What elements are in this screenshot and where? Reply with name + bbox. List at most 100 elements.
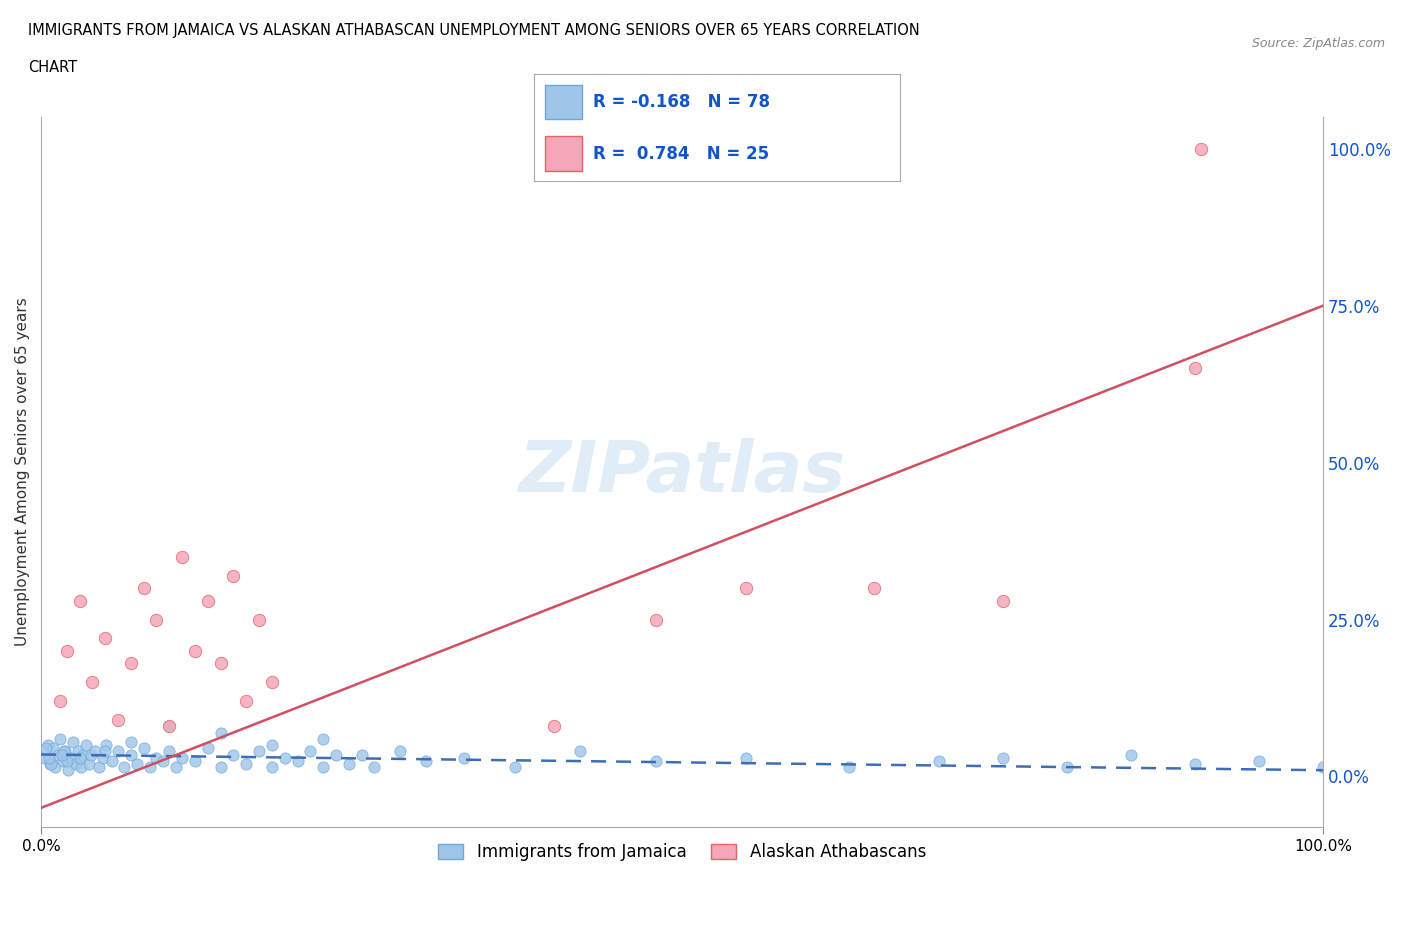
Point [209,656,232,671]
Point [1119,747,1142,762]
Point [44,760,66,775]
Point [260,760,283,775]
Point [363,760,385,775]
Point [247,744,270,759]
Text: ZIPatlas: ZIPatlas [519,437,846,507]
Point [645,612,668,627]
Point [209,760,232,775]
Point [1056,760,1078,775]
Point [55,644,77,658]
Point [94,744,117,759]
Point [49,731,72,746]
Point [568,744,591,759]
Point [543,719,565,734]
Point [260,737,283,752]
Point [645,753,668,768]
Point [49,694,72,709]
Point [87,760,110,775]
Point [209,725,232,740]
FancyBboxPatch shape [546,86,582,119]
Point [312,760,335,775]
Point [107,744,129,759]
Point [184,753,207,768]
Point [77,756,100,771]
Point [46,747,69,762]
Point [1189,141,1212,156]
Point [100,753,122,768]
Point [96,737,118,752]
Point [69,593,91,608]
Point [991,751,1014,765]
Point [38,751,60,765]
Point [53,744,76,759]
Point [838,760,860,775]
Point [172,550,194,565]
Point [41,756,63,771]
Point [114,760,136,775]
Point [120,735,142,750]
Point [247,612,270,627]
Point [735,751,758,765]
Point [197,741,219,756]
Point [505,760,527,775]
Point [928,753,950,768]
Point [67,744,90,759]
Point [453,751,475,765]
Point [41,741,63,756]
Point [1247,753,1270,768]
Point [172,751,194,765]
Text: Source: ZipAtlas.com: Source: ZipAtlas.com [1251,37,1385,50]
Point [69,751,91,765]
Point [222,747,245,762]
Point [165,760,187,775]
Point [91,751,114,765]
Point [157,744,180,759]
Text: IMMIGRANTS FROM JAMAICA VS ALASKAN ATHABASCAN UNEMPLOYMENT AMONG SENIORS OVER 65: IMMIGRANTS FROM JAMAICA VS ALASKAN ATHAB… [28,23,920,38]
Point [863,580,886,595]
Point [145,612,167,627]
Point [415,753,437,768]
Point [222,568,245,583]
Point [157,719,180,734]
Point [80,747,103,762]
Point [34,751,56,765]
Point [991,593,1014,608]
Point [107,712,129,727]
Point [120,747,142,762]
Point [735,580,758,595]
Point [184,644,207,658]
Text: R =  0.784   N = 25: R = 0.784 N = 25 [593,144,769,163]
Point [62,735,84,750]
Point [72,747,94,762]
Point [235,694,257,709]
Point [52,753,75,768]
Point [337,756,360,771]
Point [1184,756,1206,771]
Y-axis label: Unemployment Among Seniors over 65 years: Unemployment Among Seniors over 65 years [15,298,30,646]
Point [157,719,180,734]
Point [273,751,295,765]
Point [389,744,412,759]
Point [1312,760,1334,775]
Point [197,593,219,608]
Point [132,580,155,595]
Point [312,731,335,746]
Point [325,747,347,762]
Point [56,763,79,777]
Point [287,753,309,768]
Point [39,756,62,771]
Point [55,753,77,768]
Point [120,656,142,671]
Point [127,756,149,771]
Point [139,760,162,775]
Point [82,675,104,690]
Point [94,631,117,645]
Point [65,756,87,771]
Text: R = -0.168   N = 78: R = -0.168 N = 78 [593,93,769,112]
Point [75,737,97,752]
Point [260,675,283,690]
Point [84,744,107,759]
Point [152,753,174,768]
Point [350,747,373,762]
Point [59,751,82,765]
